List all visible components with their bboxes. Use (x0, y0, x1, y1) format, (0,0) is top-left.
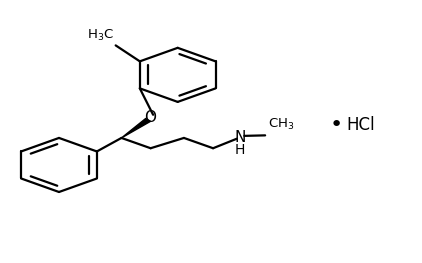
Text: HCl: HCl (346, 116, 375, 134)
Text: O: O (145, 110, 157, 125)
Text: H$_3$C: H$_3$C (87, 28, 114, 43)
Text: N: N (235, 130, 246, 145)
Text: •: • (329, 115, 343, 135)
Text: CH$_3$: CH$_3$ (268, 117, 295, 132)
Polygon shape (122, 119, 151, 138)
Text: H: H (235, 143, 245, 156)
